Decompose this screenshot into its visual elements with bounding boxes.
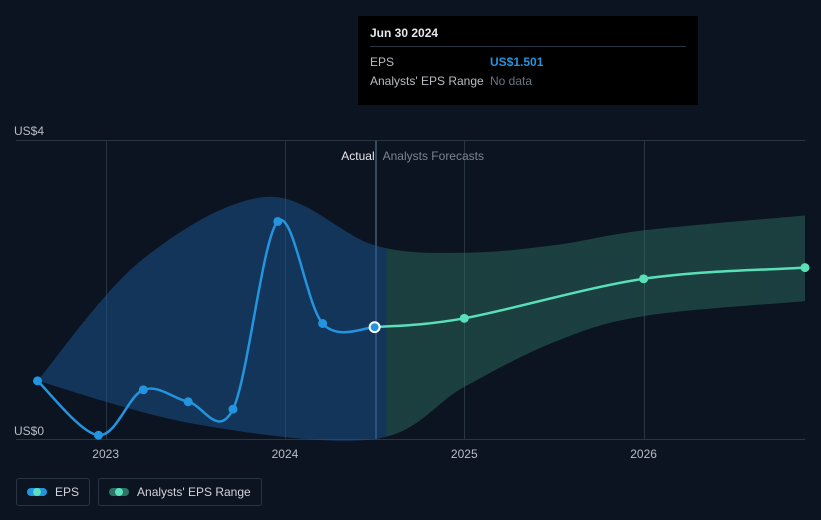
tooltip-row-eps: EPS US$1.501 bbox=[370, 53, 686, 72]
x-axis-label: 2023 bbox=[92, 447, 119, 461]
chart-svg bbox=[16, 141, 805, 439]
legend-dot-icon bbox=[33, 488, 41, 496]
legend: EPS Analysts' EPS Range bbox=[16, 478, 262, 506]
data-point[interactable] bbox=[184, 397, 193, 406]
data-point[interactable] bbox=[33, 376, 42, 385]
tooltip-value: US$1.501 bbox=[490, 53, 543, 72]
legend-swatch-eps bbox=[27, 488, 47, 496]
x-axis-label: 2025 bbox=[451, 447, 478, 461]
tooltip-key: EPS bbox=[370, 53, 490, 72]
tooltip-row-range: Analysts' EPS Range No data bbox=[370, 72, 686, 91]
legend-dot-icon bbox=[115, 488, 123, 496]
x-axis-label: 2026 bbox=[630, 447, 657, 461]
eps-range-area bbox=[38, 197, 805, 441]
plot-area[interactable]: US$0US$42023202420252026ActualAnalysts F… bbox=[16, 140, 805, 440]
y-axis-label: US$4 bbox=[14, 124, 44, 138]
legend-label: EPS bbox=[55, 485, 79, 499]
data-point[interactable] bbox=[228, 405, 237, 414]
data-point[interactable] bbox=[801, 263, 810, 272]
legend-item-range[interactable]: Analysts' EPS Range bbox=[98, 478, 262, 506]
data-point[interactable] bbox=[318, 319, 327, 328]
eps-chart: US$0US$42023202420252026ActualAnalysts F… bbox=[16, 140, 805, 440]
data-point[interactable] bbox=[639, 274, 648, 283]
x-axis-label: 2024 bbox=[272, 447, 299, 461]
data-point[interactable] bbox=[139, 385, 148, 394]
data-point[interactable] bbox=[273, 217, 282, 226]
tooltip-key: Analysts' EPS Range bbox=[370, 72, 490, 91]
highlight-point[interactable] bbox=[370, 322, 380, 332]
legend-label: Analysts' EPS Range bbox=[137, 485, 251, 499]
data-point[interactable] bbox=[460, 314, 469, 323]
chart-tooltip: Jun 30 2024 EPS US$1.501 Analysts' EPS R… bbox=[358, 16, 698, 105]
legend-swatch-range bbox=[109, 488, 129, 496]
tooltip-title: Jun 30 2024 bbox=[370, 26, 686, 47]
legend-item-eps[interactable]: EPS bbox=[16, 478, 90, 506]
data-point[interactable] bbox=[94, 431, 103, 440]
tooltip-value: No data bbox=[490, 72, 532, 91]
